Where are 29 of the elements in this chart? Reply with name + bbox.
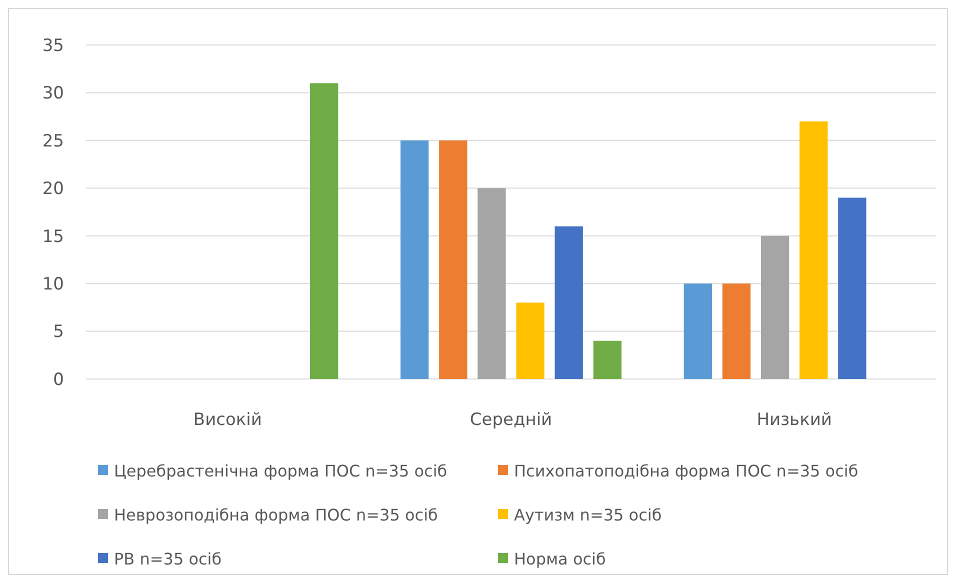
y-tick-label: 5	[53, 322, 64, 342]
bar	[439, 140, 468, 379]
legend-label: Психопатоподібна форма ПОС n=35 осіб	[514, 462, 858, 481]
legend-label: Норма осіб	[514, 550, 606, 569]
bar	[516, 302, 544, 379]
legend-label: Аутизм n=35 осіб	[514, 506, 662, 525]
y-tick-label: 25	[42, 131, 64, 152]
y-tick-label: 0	[53, 370, 64, 390]
bar	[800, 121, 828, 379]
bar	[722, 284, 751, 379]
y-tick-label: 10	[42, 274, 64, 295]
y-tick-label: 15	[42, 226, 64, 247]
y-tick-label: 20	[42, 179, 64, 200]
x-tick-label: Середній	[470, 410, 552, 430]
bar	[838, 198, 866, 379]
bar	[554, 226, 583, 379]
x-tick-label: Низький	[756, 410, 832, 430]
bar	[593, 340, 622, 379]
bar	[760, 236, 790, 379]
y-tick-label: 35	[42, 36, 64, 56]
bar	[400, 140, 429, 379]
x-tick-label: Високій	[193, 410, 262, 430]
legend-label: РВ n=35 осіб	[114, 550, 222, 569]
legend-label: Церебрастенічна форма ПОС n=35 осіб	[114, 462, 448, 481]
bar	[684, 284, 712, 379]
bar	[310, 83, 338, 379]
y-tick-label: 30	[42, 84, 64, 104]
bar	[478, 188, 506, 379]
legend-label: Неврозоподібна форма ПОС n=35 осіб	[114, 506, 438, 525]
